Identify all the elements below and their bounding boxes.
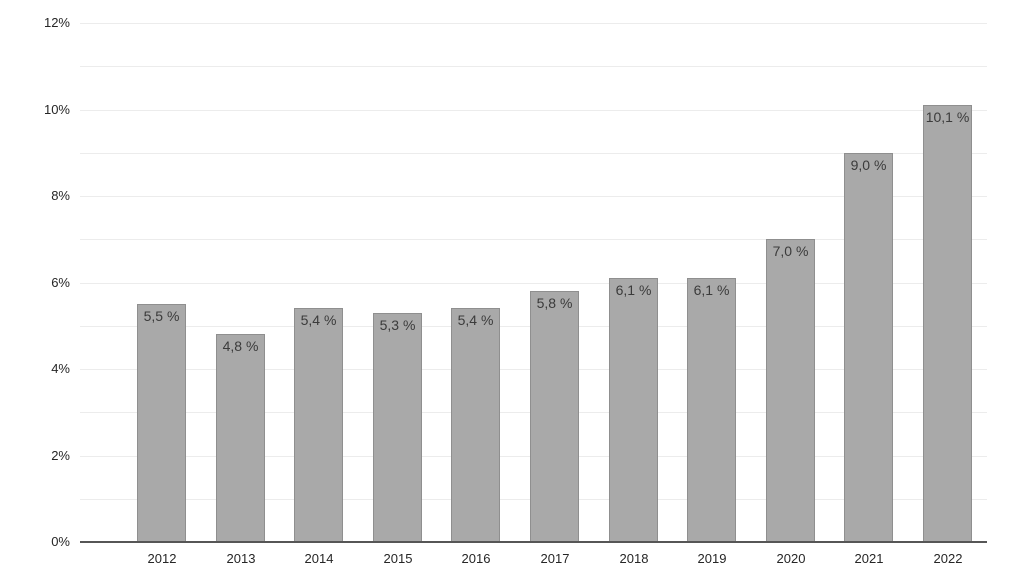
y-tick-label: 0% — [51, 534, 70, 549]
x-tick-label: 2016 — [461, 551, 491, 566]
x-tick-label: 2017 — [540, 551, 570, 566]
gridline — [80, 66, 987, 67]
gridline — [80, 110, 987, 111]
bar: 7,0 % — [766, 239, 815, 542]
bar: 6,1 % — [609, 278, 658, 542]
x-axis-line — [80, 541, 987, 543]
bar: 9,0 % — [844, 153, 893, 542]
x-tick-label: 2021 — [854, 551, 884, 566]
x-tick-label: 2020 — [776, 551, 806, 566]
bar: 4,8 % — [216, 334, 265, 542]
bar-value-label: 5,4 % — [457, 312, 494, 328]
y-tick-label: 2% — [51, 448, 70, 463]
gridline — [80, 153, 987, 154]
x-tick-label: 2012 — [147, 551, 177, 566]
x-tick-label: 2019 — [697, 551, 727, 566]
gridline — [80, 239, 987, 240]
bar: 6,1 % — [687, 278, 736, 542]
y-tick-label: 8% — [51, 188, 70, 203]
gridline — [80, 23, 987, 24]
bar-value-label: 10,1 % — [925, 109, 970, 125]
gridline — [80, 196, 987, 197]
bar-value-label: 6,1 % — [693, 282, 730, 298]
y-tick-label: 4% — [51, 361, 70, 376]
y-tick-label: 6% — [51, 275, 70, 290]
bar-value-label: 5,4 % — [300, 312, 337, 328]
x-tick-label: 2014 — [304, 551, 334, 566]
bar-value-label: 4,8 % — [222, 338, 259, 354]
x-tick-label: 2013 — [226, 551, 256, 566]
bar: 10,1 % — [923, 105, 972, 542]
bar: 5,3 % — [373, 313, 422, 542]
bar-value-label: 5,5 % — [143, 308, 180, 324]
bar: 5,5 % — [137, 304, 186, 542]
x-tick-label: 2022 — [933, 551, 963, 566]
bar-value-label: 7,0 % — [772, 243, 809, 259]
gridline — [80, 283, 987, 284]
bar-value-label: 5,3 % — [379, 317, 416, 333]
x-tick-label: 2015 — [383, 551, 413, 566]
x-tick-label: 2018 — [619, 551, 649, 566]
bar-value-label: 6,1 % — [615, 282, 652, 298]
y-tick-label: 12% — [43, 15, 70, 30]
bar: 5,4 % — [294, 308, 343, 542]
bar: 5,8 % — [530, 291, 579, 542]
bar-value-label: 9,0 % — [850, 157, 887, 173]
bar: 5,4 % — [451, 308, 500, 542]
y-tick-label: 10% — [43, 102, 70, 117]
bar-value-label: 5,8 % — [536, 295, 573, 311]
